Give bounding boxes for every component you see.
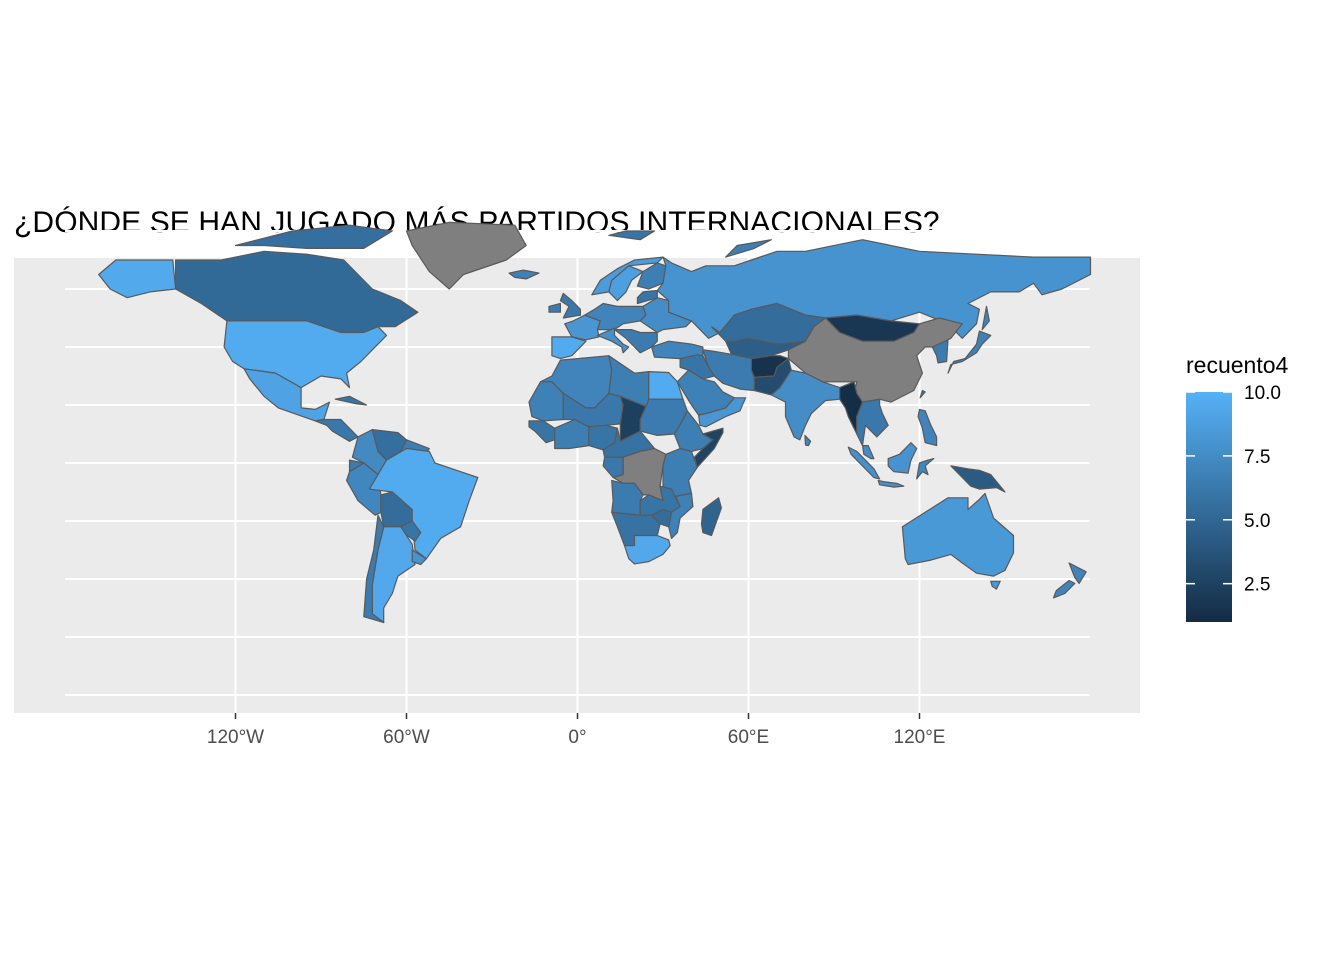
region-zimbabwe: [650, 508, 673, 528]
region-senegal-guinea: [528, 420, 556, 444]
legend-tick-label: 5.0: [1244, 511, 1270, 532]
x-tick-label: 0°: [568, 727, 586, 748]
region-korea: [931, 339, 949, 364]
region-australia: [901, 492, 1015, 577]
region-sumatra: [847, 446, 881, 480]
region-new-zealand-s: [1052, 579, 1076, 599]
region-malay-peninsula: [861, 445, 875, 460]
x-tick-label: 60°W: [383, 727, 430, 748]
longitude-axis: 120°W 60°W 0° 60°E 120°E: [207, 713, 946, 748]
x-tick-label: 120°W: [207, 727, 264, 748]
region-svalbard: [608, 230, 656, 241]
region-philippines: [917, 408, 938, 447]
legend-ticks: 10.0 7.5 5.0 2.5: [1186, 383, 1281, 596]
region-south-africa: [623, 534, 671, 565]
region-new-guinea: [950, 465, 1006, 493]
region-chile: [363, 514, 385, 624]
region-italy: [596, 327, 630, 354]
color-legend: 10.0 7.5 5.0 2.5: [1186, 383, 1281, 622]
region-alaska: [98, 259, 177, 299]
region-ireland: [548, 302, 562, 313]
country-polygons: [98, 221, 1092, 624]
region-japan: [947, 330, 992, 374]
x-tick-label: 60°E: [728, 727, 769, 748]
legend-colorbar: [1186, 392, 1232, 622]
region-sweden: [608, 265, 644, 302]
region-baltics: [636, 289, 658, 305]
region-canadian-arctic: [234, 224, 393, 249]
region-java: [877, 479, 905, 488]
region-gabon-congo: [602, 456, 624, 479]
region-novaya-zemlya: [725, 239, 772, 258]
region-indochina: [856, 398, 889, 447]
region-new-zealand-n: [1068, 562, 1087, 585]
region-madagascar: [700, 497, 723, 537]
region-taiwan: [919, 389, 926, 399]
region-gulf-west-africa: [554, 418, 590, 450]
region-united-states: [223, 320, 388, 389]
region-borneo: [887, 442, 918, 474]
region-iberia: [551, 336, 587, 360]
region-central-america: [314, 418, 359, 442]
legend-tick-label: 7.5: [1244, 447, 1270, 468]
region-sulawesi: [916, 458, 935, 480]
region-eastern-europe: [639, 297, 693, 334]
region-mexico: [243, 368, 331, 422]
region-greenland: [405, 221, 527, 290]
region-india: [770, 369, 841, 441]
legend-title: recuento4: [1186, 352, 1289, 378]
x-tick-label: 120°E: [894, 727, 946, 748]
region-sakhalin: [981, 305, 990, 331]
region-sri-lanka: [804, 434, 812, 447]
region-china: [787, 317, 963, 403]
region-iraq-syria: [679, 354, 715, 380]
region-balkans: [613, 329, 658, 354]
legend-tick-label: 10.0: [1244, 383, 1281, 404]
region-tasmania: [990, 580, 1001, 590]
region-cuba: [334, 395, 368, 406]
region-great-britain: [559, 292, 582, 319]
region-east-africa: [662, 447, 698, 497]
legend-tick-label: 2.5: [1244, 575, 1270, 596]
region-yemen-oman: [697, 397, 747, 428]
region-uruguay: [411, 549, 427, 566]
region-egypt: [648, 371, 684, 400]
region-iceland: [508, 269, 540, 280]
region-mozambique: [668, 492, 694, 540]
region-canada: [175, 250, 419, 334]
